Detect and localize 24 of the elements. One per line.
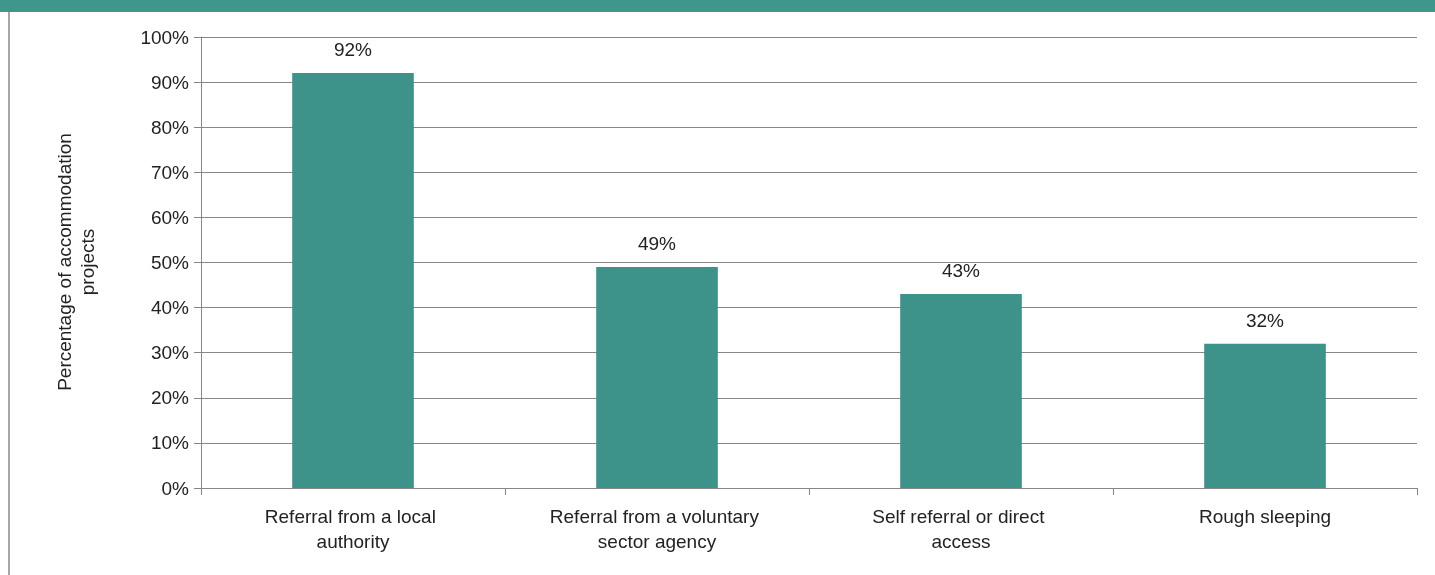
bar xyxy=(292,73,414,488)
y-tick-label: 20% xyxy=(150,387,190,409)
bar xyxy=(900,294,1022,488)
y-tick-label: 10% xyxy=(150,432,190,454)
y-tick-label: 80% xyxy=(150,116,190,138)
y-tick-label: 70% xyxy=(150,161,190,183)
y-tick-label: 60% xyxy=(150,206,190,228)
y-tick-label: 0% xyxy=(161,477,190,499)
y-tick-label: 40% xyxy=(150,297,190,319)
x-tick-label: Self referral or direct access xyxy=(872,506,1050,552)
y-tick-label: 100% xyxy=(140,26,190,48)
data-label: 43% xyxy=(941,260,981,282)
x-tick-label: Rough sleeping xyxy=(1198,506,1332,527)
x-tick-label: Referral from a voluntary sector agency xyxy=(549,506,765,552)
y-tick-label: 30% xyxy=(150,342,190,364)
y-axis-title: Percentage of accommodation projects xyxy=(53,132,99,393)
bar xyxy=(1204,343,1326,488)
data-label: 32% xyxy=(1245,309,1285,331)
bar xyxy=(596,267,718,488)
y-tick-label: 50% xyxy=(150,252,190,273)
data-label: 49% xyxy=(637,233,677,255)
y-tick-label: 90% xyxy=(150,71,190,93)
x-tick-label: Referral from a local authority xyxy=(264,506,442,552)
data-label: 92% xyxy=(333,39,373,61)
